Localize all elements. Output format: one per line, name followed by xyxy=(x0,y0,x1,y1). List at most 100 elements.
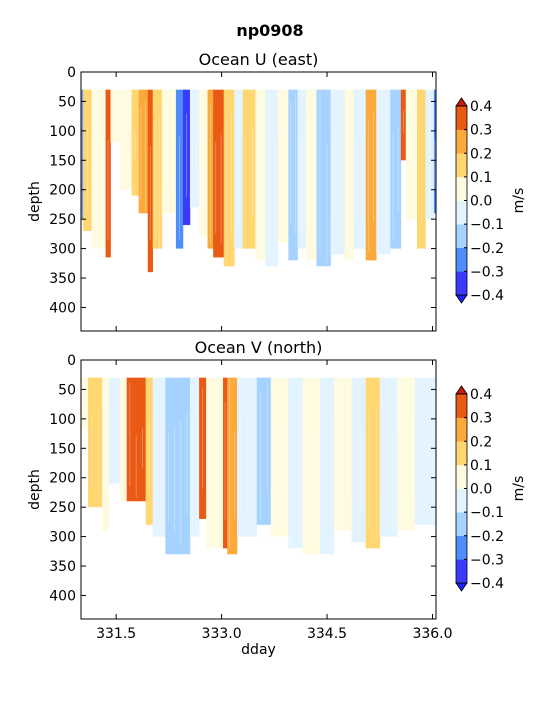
colorbar-segment xyxy=(456,247,467,272)
colorbar-tick-label: 0.2 xyxy=(470,434,492,450)
axes-frame xyxy=(80,359,437,620)
y-tick-label: 300 xyxy=(49,242,76,258)
colorbar-tick-label: 0.3 xyxy=(470,123,492,139)
data-band xyxy=(138,89,149,214)
colorbar-tick-label: 0.0 xyxy=(470,482,492,498)
data-band xyxy=(237,377,258,537)
colorbar-tick-label: 0.0 xyxy=(470,194,492,210)
y-tick-label: 0 xyxy=(67,353,76,369)
y-tick-label: 50 xyxy=(58,94,76,110)
colorbar-segment xyxy=(456,200,467,225)
data-band xyxy=(305,89,317,261)
colorbar-segment xyxy=(456,488,467,513)
data-band xyxy=(81,89,84,220)
data-band xyxy=(397,377,416,531)
data-band xyxy=(182,89,191,226)
colorbar-tick-label: −0.1 xyxy=(470,505,504,521)
data-band xyxy=(351,377,367,543)
colorbar-segment xyxy=(456,224,467,249)
colorbar-tick-label: 0.1 xyxy=(470,458,492,474)
data-band xyxy=(126,377,146,502)
colorbar-tick-label: 0.4 xyxy=(470,99,492,115)
colorbar-tick-label: −0.2 xyxy=(470,529,504,545)
data-band xyxy=(109,377,120,484)
colorbar-segment xyxy=(456,106,467,130)
data-band xyxy=(102,377,110,531)
data-band xyxy=(316,89,331,267)
colorbar-tick-label: −0.3 xyxy=(470,264,504,280)
y-tick-label: 350 xyxy=(49,559,76,575)
panel-ocean-u: Ocean U (east) 0 50 100 150 200 250 300 350 400 de… xyxy=(27,50,527,332)
data-band xyxy=(213,89,225,258)
axes-frame xyxy=(80,71,437,332)
y-tick-label: 350 xyxy=(49,271,76,287)
data-band xyxy=(265,89,279,267)
data-band xyxy=(223,89,235,267)
colorbar-segment xyxy=(456,129,467,154)
y-tick-label: 250 xyxy=(49,212,76,228)
data-band xyxy=(365,377,381,549)
data-band xyxy=(405,89,418,220)
x-tick-label: 331.5 xyxy=(96,626,136,642)
colorbar-segment xyxy=(456,535,467,560)
y-tick-label: 200 xyxy=(49,471,76,487)
y-tick-label: 150 xyxy=(49,441,76,457)
data-band xyxy=(242,89,256,249)
colorbar-segment xyxy=(456,153,467,178)
colorbar-label: m/s xyxy=(511,188,527,214)
data-band xyxy=(110,89,120,143)
colorbar-extend-max xyxy=(455,97,468,107)
colorbar-tick-label: 0.3 xyxy=(470,411,492,427)
data-bands xyxy=(81,89,436,273)
colorbar-tick-label: 0.4 xyxy=(470,387,492,403)
y-tick-label: 200 xyxy=(49,183,76,199)
y-tick-label: 150 xyxy=(49,153,76,169)
y-axis-label: depth xyxy=(27,469,43,510)
data-band xyxy=(288,377,303,549)
data-band xyxy=(256,377,272,525)
colorbar-segment xyxy=(456,417,467,442)
figure-title: np0908 xyxy=(236,21,303,40)
data-band xyxy=(119,89,132,190)
y-axis-label: depth xyxy=(27,181,43,222)
data-band xyxy=(91,89,106,249)
data-band xyxy=(83,89,92,231)
data-band xyxy=(414,377,436,525)
data-band xyxy=(227,377,238,555)
data-band xyxy=(425,89,435,220)
colorbar-segment xyxy=(456,559,467,584)
y-tick-label: 250 xyxy=(49,500,76,516)
y-tick-label: 400 xyxy=(49,588,76,604)
data-band xyxy=(390,89,402,249)
data-band xyxy=(199,89,208,237)
data-band xyxy=(365,89,377,261)
colorbar-tick-label: −0.1 xyxy=(470,217,504,233)
y-tick-label: 100 xyxy=(49,412,76,428)
data-band xyxy=(270,377,289,537)
y-tick-label: 50 xyxy=(58,382,76,398)
colorbar-tick-label: 0.1 xyxy=(470,170,492,186)
y-tick-label: 0 xyxy=(67,65,76,81)
colorbar-extend-min xyxy=(455,582,468,592)
colorbar-segment xyxy=(456,271,467,296)
data-band xyxy=(165,377,191,555)
data-band xyxy=(152,89,163,249)
data-band xyxy=(302,377,321,555)
data-band xyxy=(353,89,367,249)
data-bands xyxy=(81,377,436,555)
colorbar-tick-label: −0.4 xyxy=(470,288,504,304)
data-band xyxy=(297,89,307,249)
colorbar-tick-label: −0.2 xyxy=(470,241,504,257)
colorbar-segment xyxy=(456,464,467,489)
data-band xyxy=(207,89,214,249)
data-band xyxy=(81,377,89,431)
data-band xyxy=(105,89,111,258)
colorbar-label: m/s xyxy=(511,476,527,502)
colorbar-tick-label: −0.4 xyxy=(470,576,504,592)
data-band xyxy=(234,89,243,249)
colorbar-segment xyxy=(456,394,467,418)
x-axis-label: dday xyxy=(241,642,276,658)
data-band xyxy=(379,377,398,537)
data-band xyxy=(199,377,207,519)
data-band xyxy=(131,89,139,196)
